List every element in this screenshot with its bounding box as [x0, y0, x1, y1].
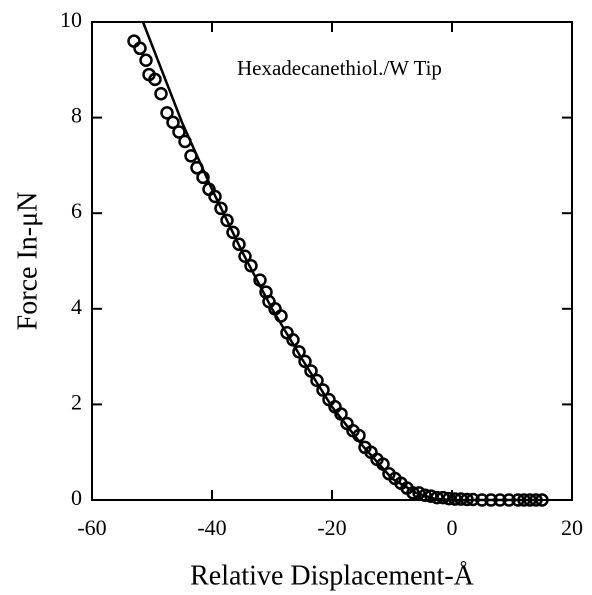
data-point	[238, 249, 252, 263]
data-point	[148, 72, 162, 87]
y-tick-label: 2	[71, 389, 82, 414]
data-point	[172, 125, 186, 139]
annotation: Hexadecanethiol./W Tip	[237, 56, 442, 80]
data-point	[304, 364, 318, 378]
data-point	[292, 345, 306, 359]
x-axis-label: Relative Displacement-Å	[190, 560, 475, 591]
data-point	[127, 34, 141, 48]
data-point	[139, 53, 153, 67]
y-tick-label: 10	[60, 7, 82, 32]
y-tick-label: 8	[71, 103, 82, 128]
x-tick-label: 0	[447, 515, 458, 540]
data-point	[316, 383, 330, 397]
y-tick-label: 6	[71, 198, 82, 223]
data-point	[160, 106, 174, 120]
data-point	[208, 189, 222, 204]
y-tick-label: 0	[71, 485, 82, 510]
data-point	[298, 354, 312, 369]
data-point	[133, 41, 147, 56]
y-tick-label: 4	[71, 294, 82, 319]
y-axis-label: Force In-μN	[12, 192, 43, 331]
data-point	[166, 115, 180, 130]
x-tick-label: 20	[561, 515, 583, 540]
x-tick-label: -60	[77, 515, 106, 540]
x-tick-label: -20	[317, 515, 346, 540]
data-point	[214, 201, 228, 216]
data-point	[232, 237, 246, 252]
fit-line	[141, 21, 542, 502]
data-point	[220, 213, 234, 228]
data-point	[412, 486, 426, 500]
plot-frame	[91, 21, 573, 501]
data-point	[154, 86, 168, 101]
data-point	[226, 225, 240, 240]
data-point	[310, 373, 324, 388]
x-tick-label: -40	[197, 515, 226, 540]
